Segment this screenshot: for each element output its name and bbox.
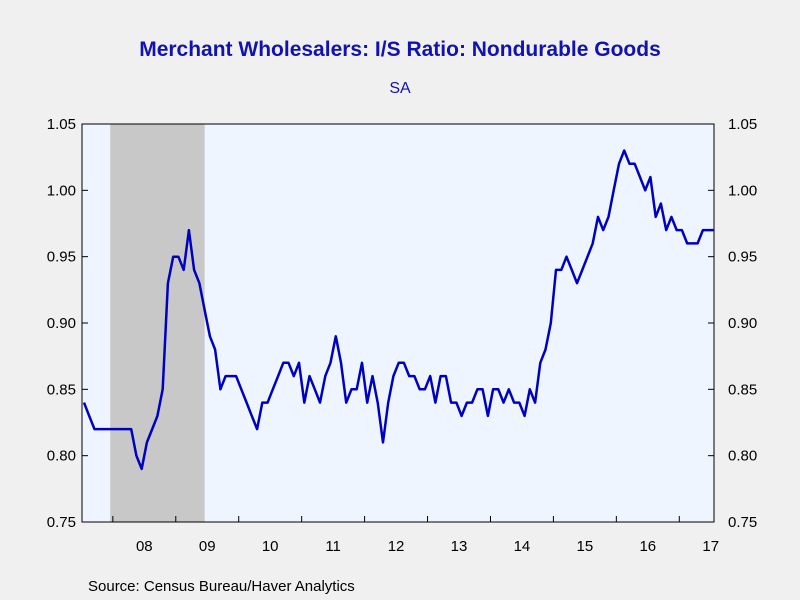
x-tick-label: 12: [388, 538, 405, 555]
y-tick-label-right: 1.05: [728, 116, 757, 133]
y-tick-label-right: 0.80: [728, 448, 757, 465]
x-tick-label: 08: [136, 538, 153, 555]
recession-shade: [110, 124, 205, 522]
chart-subtitle: SA: [389, 80, 411, 97]
series-line: [82, 149, 714, 471]
y-tick-label-left: 0.85: [47, 381, 76, 398]
x-tick-label: 13: [451, 538, 468, 555]
y-tick-label-left: 1.05: [47, 116, 76, 133]
chart-title: Merchant Wholesalers: I/S Ratio: Nondura…: [139, 38, 661, 61]
source-note: Source: Census Bureau/Haver Analytics: [88, 578, 355, 595]
y-tick-label-left: 0.90: [47, 315, 76, 332]
x-tick-label: 17: [702, 538, 719, 555]
y-tick-label-left: 0.80: [47, 448, 76, 465]
x-tick-label: 14: [514, 538, 531, 555]
x-tick-label: 11: [325, 538, 341, 555]
x-tick-label: 10: [262, 538, 279, 555]
y-tick-label-right: 1.00: [728, 182, 757, 199]
y-tick-label-right: 0.90: [728, 315, 757, 332]
y-tick-label-left: 1.00: [47, 182, 76, 199]
y-tick-label-right: 0.75: [728, 514, 757, 531]
y-tick-label-right: 0.95: [728, 249, 757, 266]
x-tick-label: 09: [199, 538, 216, 555]
y-tick-label-right: 0.85: [728, 381, 757, 398]
x-tick-label: 15: [577, 538, 594, 555]
x-tick-label: 16: [639, 538, 656, 555]
y-tick-label-left: 0.75: [47, 514, 76, 531]
y-tick-label-left: 0.95: [47, 249, 76, 266]
